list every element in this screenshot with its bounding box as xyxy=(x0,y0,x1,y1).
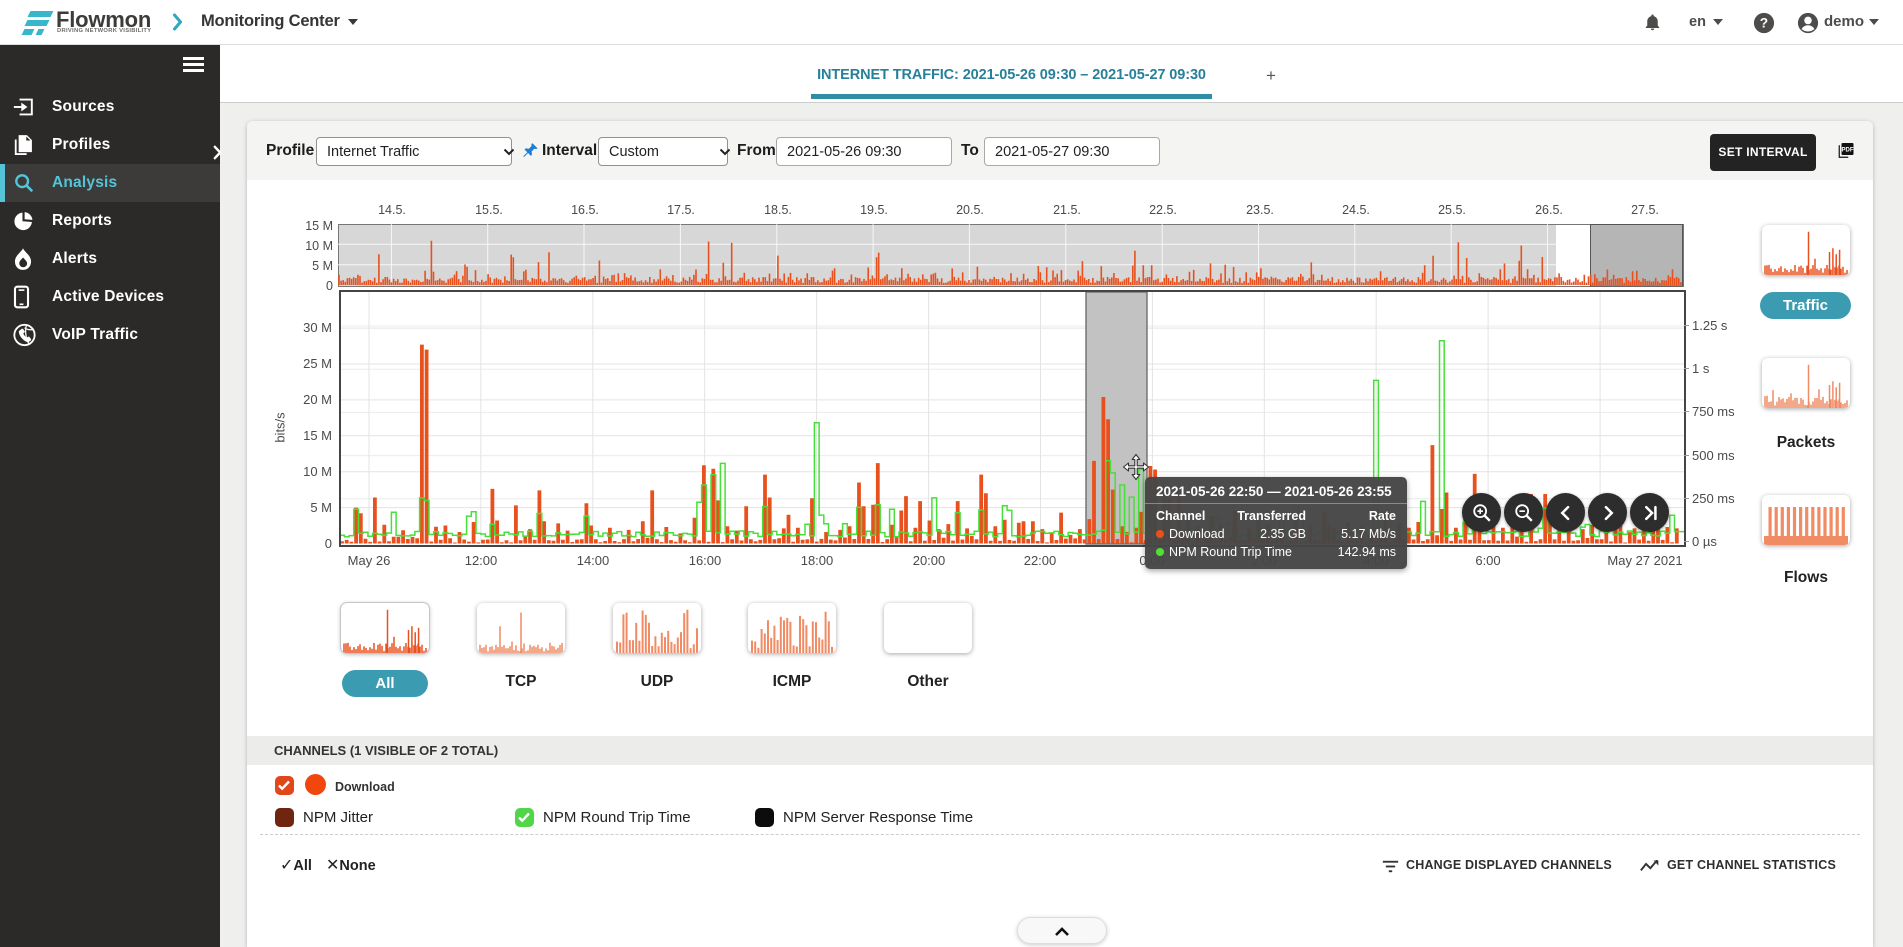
svg-text:PDF: PDF xyxy=(1842,148,1854,154)
svg-text:?: ? xyxy=(1760,16,1768,31)
